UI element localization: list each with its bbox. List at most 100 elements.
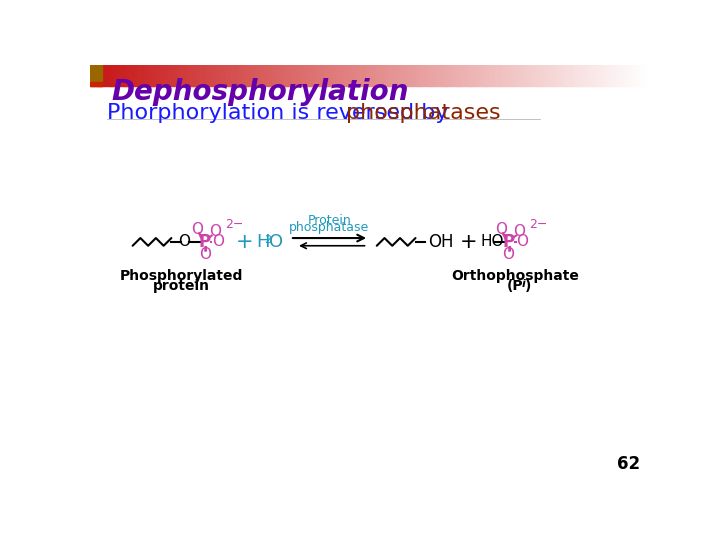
Bar [520,65,522,86]
Text: 2−: 2− [528,219,547,232]
Bar [226,65,228,86]
Bar [628,65,630,86]
Bar [488,65,490,86]
Bar [332,65,334,86]
Bar [418,65,420,86]
Bar [570,65,572,86]
Bar [204,65,206,86]
Bar [209,65,211,86]
Bar [536,65,539,86]
Bar [101,65,104,86]
Bar [549,65,552,86]
Bar [250,65,252,86]
Bar [492,65,494,86]
Bar [313,65,315,86]
Text: phosphatases: phosphatases [346,103,500,123]
Bar [354,65,356,86]
Bar [547,65,550,86]
Bar [285,65,287,86]
Text: phosphatase: phosphatase [289,221,369,234]
Bar [406,65,408,86]
Bar [278,65,280,86]
Bar [330,65,332,86]
Bar [637,65,639,86]
Bar [207,65,210,86]
Text: +: + [459,232,477,252]
Bar [526,65,528,86]
Bar [456,65,459,86]
Bar [486,65,488,86]
Bar [400,65,403,86]
Bar [345,65,347,86]
Bar [624,65,626,86]
Bar [467,65,470,86]
Bar [425,65,427,86]
Bar [622,65,624,86]
Text: O: O [210,224,222,239]
Bar [194,65,197,86]
Bar [629,65,631,86]
Bar [531,65,533,86]
Bar [365,65,367,86]
Text: i: i [522,279,526,289]
Text: 2: 2 [264,234,271,245]
Bar [307,65,310,86]
Bar [186,65,189,86]
Bar [428,65,431,86]
Bar [124,65,126,86]
Bar [97,65,99,86]
Bar [579,65,582,86]
Bar [438,65,440,86]
Bar [581,65,583,86]
Bar [211,65,213,86]
Text: Phorphorylation is reversed by: Phorphorylation is reversed by [107,103,456,123]
Bar [508,65,510,86]
Bar [159,65,161,86]
Bar [593,65,595,86]
Bar [127,65,130,86]
Bar [237,65,239,86]
Text: 2−: 2− [225,219,243,232]
Bar [378,65,381,86]
Bar [336,65,338,86]
Bar [246,65,248,86]
Bar [324,65,327,86]
Bar [161,65,163,86]
Bar [310,65,312,86]
Bar [585,65,587,86]
Bar [380,65,382,86]
Bar [472,65,474,86]
Bar [243,65,245,86]
Bar [635,65,637,86]
Bar [631,65,634,86]
Text: P: P [503,233,515,251]
Bar [606,65,608,86]
Bar [553,65,555,86]
Bar [371,65,373,86]
Bar [499,65,501,86]
Bar [516,65,518,86]
Bar [436,65,438,86]
Bar [557,65,559,86]
Bar [501,65,503,86]
Bar [495,65,498,86]
Bar [607,65,609,86]
Bar [157,65,159,86]
Bar [125,65,127,86]
Bar [364,65,366,86]
Bar [615,65,617,86]
Bar [323,65,325,86]
Bar [145,65,148,86]
Text: O: O [495,222,507,237]
Bar [315,65,318,86]
Bar [179,65,181,86]
Bar [454,65,456,86]
Bar [192,65,194,86]
Bar [601,65,604,86]
Bar [96,65,98,86]
Bar [415,65,418,86]
Text: O: O [269,233,283,251]
Bar [118,65,120,86]
Bar [196,65,198,86]
Bar [339,65,341,86]
